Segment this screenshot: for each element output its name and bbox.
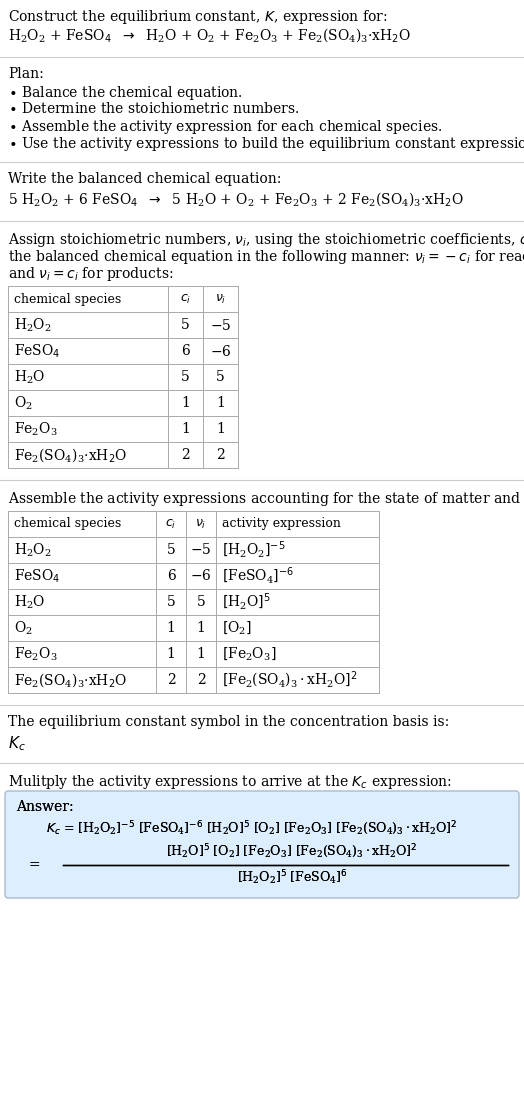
Text: 2: 2	[181, 448, 190, 462]
Text: 5 $\mathregular{H_2O_2}$ + 6 FeSO$_4$  $\rightarrow$  5 $\mathregular{H_2O}$ + $: 5 $\mathregular{H_2O_2}$ + 6 FeSO$_4$ $\…	[8, 190, 464, 208]
Text: $-$6: $-$6	[210, 344, 231, 359]
Text: 2: 2	[167, 673, 176, 687]
Text: 1: 1	[181, 422, 190, 436]
Text: $[\mathregular{Fe_2(SO_4)_3}\cdot\mathregular{xH_2O}]^2$: $[\mathregular{Fe_2(SO_4)_3}\cdot\mathre…	[222, 669, 358, 690]
Text: 6: 6	[181, 344, 190, 358]
Text: $\bullet$ Assemble the activity expression for each chemical species.: $\bullet$ Assemble the activity expressi…	[8, 118, 442, 137]
Text: 1: 1	[196, 621, 205, 635]
Text: $\nu_i$: $\nu_i$	[215, 293, 226, 306]
Text: $c_i$: $c_i$	[166, 517, 177, 531]
Text: $\mathregular{H_2O}$: $\mathregular{H_2O}$	[14, 369, 45, 385]
Text: 5: 5	[196, 595, 205, 609]
Text: $\bullet$ Balance the chemical equation.: $\bullet$ Balance the chemical equation.	[8, 84, 243, 102]
Text: 5: 5	[181, 370, 190, 384]
Text: $\nu_i$: $\nu_i$	[195, 517, 206, 531]
Text: $[\mathregular{FeSO_4}]^{-6}$: $[\mathregular{FeSO_4}]^{-6}$	[222, 566, 294, 586]
Text: $\mathregular{H_2O_2}$ + FeSO$_4$  $\rightarrow$  $\mathregular{H_2O}$ + $\mathr: $\mathregular{H_2O_2}$ + FeSO$_4$ $\righ…	[8, 26, 411, 44]
Text: $\mathregular{H_2O_2}$: $\mathregular{H_2O_2}$	[14, 542, 51, 558]
Text: activity expression: activity expression	[222, 517, 341, 531]
Text: Assemble the activity expressions accounting for the state of matter and $\nu_i$: Assemble the activity expressions accoun…	[8, 490, 524, 508]
Text: $\mathregular{Fe_2(SO_4)_3}$$\cdot$xH$_2$O: $\mathregular{Fe_2(SO_4)_3}$$\cdot$xH$_2…	[14, 672, 127, 689]
Text: $\mathregular{H_2O_2}$: $\mathregular{H_2O_2}$	[14, 316, 51, 334]
Text: Construct the equilibrium constant, $K$, expression for:: Construct the equilibrium constant, $K$,…	[8, 8, 388, 26]
Text: $\mathregular{Fe_2O_3}$: $\mathregular{Fe_2O_3}$	[14, 645, 58, 663]
Text: $\mathregular{H_2O}$: $\mathregular{H_2O}$	[14, 593, 45, 611]
Text: Answer:: Answer:	[16, 800, 74, 814]
Text: Plan:: Plan:	[8, 67, 43, 81]
Text: $[\mathregular{H_2O_2}]^{-5}$: $[\mathregular{H_2O_2}]^{-5}$	[222, 539, 286, 560]
Text: The equilibrium constant symbol in the concentration basis is:: The equilibrium constant symbol in the c…	[8, 715, 449, 729]
Text: 1: 1	[167, 647, 176, 661]
Text: 5: 5	[181, 318, 190, 333]
Text: 5: 5	[167, 595, 176, 609]
Text: $[\mathregular{O_2}]$: $[\mathregular{O_2}]$	[222, 620, 252, 636]
Text: 1: 1	[196, 647, 205, 661]
Text: Assign stoichiometric numbers, $\nu_i$, using the stoichiometric coefficients, $: Assign stoichiometric numbers, $\nu_i$, …	[8, 231, 524, 249]
Text: FeSO$_4$: FeSO$_4$	[14, 342, 60, 360]
Text: $[\mathregular{H_2O}]^5$ $[\mathregular{O_2}]$ $[\mathregular{Fe_2O_3}]$ $[\math: $[\mathregular{H_2O}]^5$ $[\mathregular{…	[166, 842, 418, 860]
Text: $K_c$: $K_c$	[8, 734, 26, 753]
Text: $[\mathregular{H_2O_2}]^5$ $[\mathregular{FeSO_4}]^6$: $[\mathregular{H_2O_2}]^5$ $[\mathregula…	[237, 868, 347, 886]
Text: 6: 6	[167, 569, 176, 584]
Text: 5: 5	[216, 370, 225, 384]
Text: $[\mathregular{H_2O}]^5$ $[\mathregular{O_2}]$ $[\mathregular{Fe_2O_3}]$ $[\math: $[\mathregular{H_2O}]^5$ $[\mathregular{…	[166, 842, 418, 860]
Text: $-$5: $-$5	[210, 317, 231, 333]
Text: $\bullet$ Determine the stoichiometric numbers.: $\bullet$ Determine the stoichiometric n…	[8, 101, 299, 116]
Text: $\bullet$ Use the activity expressions to build the equilibrium constant express: $\bullet$ Use the activity expressions t…	[8, 135, 524, 153]
Text: $[\mathregular{H_2O}]^5$: $[\mathregular{H_2O}]^5$	[222, 592, 270, 612]
Text: $\mathregular{O_2}$: $\mathregular{O_2}$	[14, 619, 33, 636]
Text: FeSO$_4$: FeSO$_4$	[14, 567, 60, 585]
Text: $K_c$ = $[\mathregular{H_2O_2}]^{-5}$ $[\mathregular{FeSO_4}]^{-6}$ $[\mathregul: $K_c$ = $[\mathregular{H_2O_2}]^{-5}$ $[…	[46, 819, 457, 837]
Text: $\mathregular{Fe_2(SO_4)_3}$$\cdot$xH$_2$O: $\mathregular{Fe_2(SO_4)_3}$$\cdot$xH$_2…	[14, 446, 127, 464]
Text: $c_i$: $c_i$	[180, 293, 191, 306]
Text: Answer:: Answer:	[16, 800, 74, 814]
Text: the balanced chemical equation in the following manner: $\nu_i = -c_i$ for react: the balanced chemical equation in the fo…	[8, 248, 524, 266]
Text: 5: 5	[167, 543, 176, 557]
Text: =: =	[28, 858, 40, 872]
Text: chemical species: chemical species	[14, 517, 121, 531]
Text: $K_c$ = $[\mathregular{H_2O_2}]^{-5}$ $[\mathregular{FeSO_4}]^{-6}$ $[\mathregul: $K_c$ = $[\mathregular{H_2O_2}]^{-5}$ $[…	[46, 819, 457, 837]
Text: 1: 1	[181, 396, 190, 410]
Text: $[\mathregular{Fe_2O_3}]$: $[\mathregular{Fe_2O_3}]$	[222, 645, 276, 663]
Text: 1: 1	[216, 422, 225, 436]
Text: $-$5: $-$5	[190, 543, 212, 557]
Text: Mulitply the activity expressions to arrive at the $K_c$ expression:: Mulitply the activity expressions to arr…	[8, 773, 452, 791]
Text: 1: 1	[216, 396, 225, 410]
Text: 1: 1	[167, 621, 176, 635]
Text: Write the balanced chemical equation:: Write the balanced chemical equation:	[8, 172, 281, 186]
Text: 2: 2	[196, 673, 205, 687]
Text: $\mathregular{Fe_2O_3}$: $\mathregular{Fe_2O_3}$	[14, 421, 58, 438]
FancyBboxPatch shape	[5, 791, 519, 898]
Text: =: =	[28, 858, 40, 872]
Text: $-$6: $-$6	[190, 568, 212, 584]
Text: $\mathregular{O_2}$: $\mathregular{O_2}$	[14, 394, 33, 412]
Text: $[\mathregular{H_2O_2}]^5$ $[\mathregular{FeSO_4}]^6$: $[\mathregular{H_2O_2}]^5$ $[\mathregula…	[237, 868, 347, 886]
Text: 2: 2	[216, 448, 225, 462]
Text: chemical species: chemical species	[14, 293, 121, 305]
Text: and $\nu_i = c_i$ for products:: and $\nu_i = c_i$ for products:	[8, 265, 173, 283]
